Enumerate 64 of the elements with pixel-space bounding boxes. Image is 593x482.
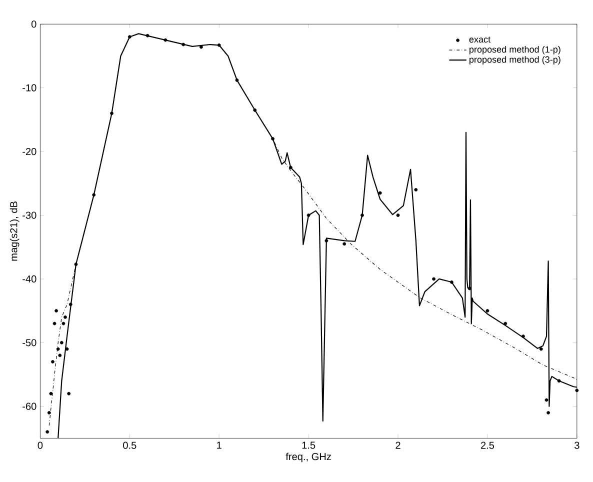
point	[46, 430, 50, 434]
point	[51, 360, 54, 364]
legend-label: proposed method (3-p)	[470, 56, 560, 64]
point	[504, 322, 508, 326]
point	[128, 34, 132, 38]
point	[47, 410, 51, 414]
point	[342, 242, 346, 246]
point	[56, 347, 60, 351]
legend-label: exact	[469, 36, 490, 42]
point	[396, 213, 400, 217]
point	[60, 340, 64, 344]
point	[110, 111, 114, 115]
point	[468, 286, 472, 290]
x-axis-title: freq., GHz	[286, 452, 331, 462]
y-tick-label: -20	[22, 148, 36, 155]
point	[62, 322, 66, 326]
x-tick-label: 0.5	[123, 442, 136, 449]
point	[450, 280, 454, 284]
point	[67, 392, 71, 396]
point	[360, 213, 364, 217]
point	[58, 353, 62, 357]
y-axis-title: mag(s21), dB	[10, 201, 20, 260]
legend-label: proposed method (1-p)	[470, 46, 560, 54]
point	[544, 398, 548, 402]
point	[235, 78, 239, 82]
point	[64, 315, 67, 319]
point	[522, 334, 525, 338]
x-tick-label: 0	[38, 442, 43, 449]
point	[539, 347, 543, 351]
point	[217, 43, 221, 47]
point	[486, 308, 490, 312]
x-tick-label: 1.5	[302, 442, 316, 449]
y-tick-label: -10	[22, 84, 36, 92]
y-tick-label: -50	[22, 338, 36, 346]
y-tick-label: -60	[22, 402, 36, 410]
point	[92, 192, 96, 196]
point	[68, 302, 72, 306]
point	[164, 38, 168, 42]
point	[52, 322, 56, 326]
point	[432, 277, 436, 280]
point	[288, 166, 292, 169]
point	[182, 42, 186, 46]
x-tick-label: 1	[217, 442, 222, 448]
point	[324, 238, 328, 242]
point	[575, 388, 579, 392]
point	[49, 392, 53, 396]
point	[65, 347, 69, 351]
point	[54, 308, 58, 312]
point	[546, 410, 550, 414]
point	[200, 45, 203, 49]
y-tick-label: -40	[22, 275, 36, 282]
x-tick-label: 3	[574, 442, 580, 449]
x-tick-label: 2	[396, 442, 400, 449]
y-tick-label: 0	[31, 20, 36, 28]
point	[74, 262, 78, 266]
point	[306, 213, 310, 217]
point	[253, 108, 257, 112]
y-tick-label: -30	[22, 211, 36, 219]
point	[414, 188, 418, 192]
point	[557, 378, 561, 382]
x-tick-label: 2.5	[480, 442, 494, 449]
point	[271, 136, 274, 140]
point	[378, 191, 382, 194]
point	[146, 34, 150, 38]
